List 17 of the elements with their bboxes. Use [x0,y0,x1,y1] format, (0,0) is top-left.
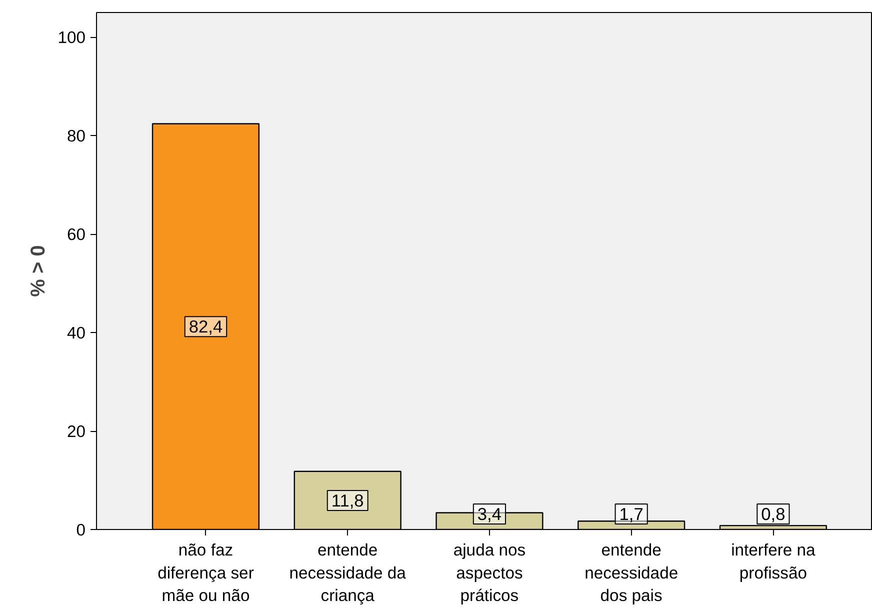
y-tick-label: 100 [58,28,86,48]
y-tick-label: 0 [76,520,86,540]
data-label: 82,4 [188,316,223,337]
y-tick-label: 80 [66,126,86,146]
x-tick-label: ajuda nos aspectos práticos [453,540,526,606]
y-tick-label: 40 [66,324,86,343]
x-tick-label: não faz diferença ser mãe ou não [158,540,254,606]
y-tick-label: 20 [66,422,86,442]
data-label: 0,8 [761,504,786,524]
data-label: 1,7 [619,504,644,524]
y-tick-label: 60 [66,225,86,244]
x-tick-label: interfere na profissão [731,540,816,582]
data-label: 3,4 [477,504,502,524]
x-tick-label: entende necessidade dos pais [584,540,678,606]
y-axis-title: % > 0 [28,245,50,297]
x-tick-label: entende necessidade da criança [289,540,407,606]
data-label: 11,8 [331,490,364,510]
